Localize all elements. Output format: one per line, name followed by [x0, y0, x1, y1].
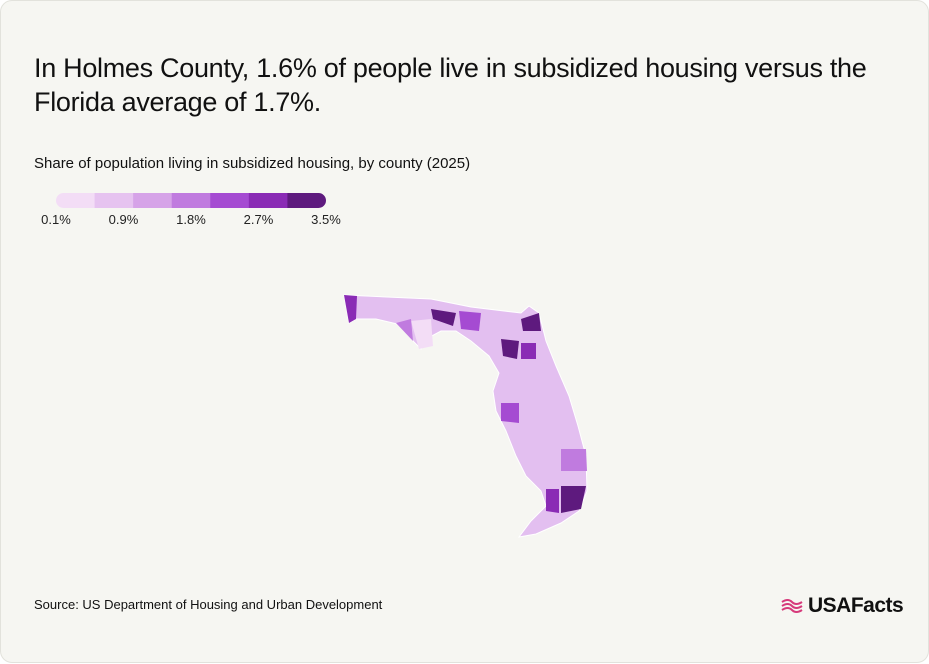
county — [561, 486, 586, 513]
legend-label: 0.9% — [109, 212, 139, 227]
source: Source: US Department of Housing and Urb… — [34, 597, 383, 612]
county — [501, 339, 519, 359]
legend-label: 0.1% — [41, 212, 71, 227]
legend-swatch — [94, 193, 134, 208]
logo-icon — [781, 599, 803, 613]
legend-swatch — [248, 193, 288, 208]
subtitle: Share of population living in subsidized… — [34, 155, 471, 172]
legend: 0.1% 0.9% 1.8% 2.7% 3.5% — [41, 193, 341, 227]
legend-label: 1.8% — [176, 212, 206, 227]
county — [344, 295, 357, 323]
logo-text: USAFacts — [808, 594, 904, 617]
county — [501, 403, 519, 423]
legend-swatch — [171, 193, 211, 208]
legend-label: 3.5% — [311, 212, 341, 227]
county — [411, 319, 433, 349]
legend-swatch — [133, 193, 173, 208]
legend-label: 2.7% — [244, 212, 274, 227]
legend-swatch — [210, 193, 250, 208]
county — [396, 319, 413, 341]
florida — [343, 294, 588, 538]
county — [431, 309, 456, 326]
county — [459, 311, 481, 331]
legend-swatch — [56, 193, 96, 208]
county — [546, 489, 559, 513]
title: In Holmes County, 1.6% of people live in… — [34, 53, 867, 117]
county — [521, 313, 541, 331]
county — [561, 449, 587, 471]
legend-swatch — [287, 193, 326, 208]
logo: USAFacts — [780, 594, 904, 618]
county — [521, 343, 536, 359]
